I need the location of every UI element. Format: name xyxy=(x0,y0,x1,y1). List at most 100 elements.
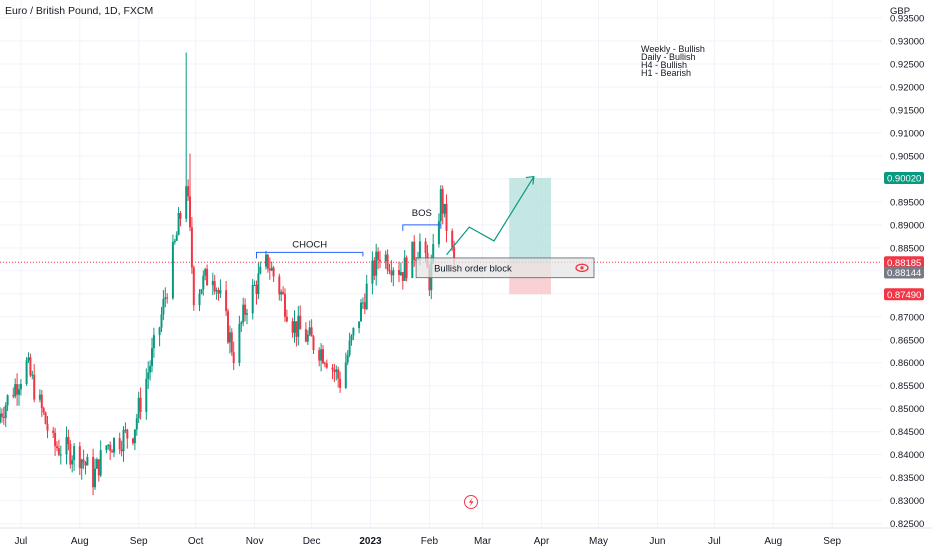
bos-label: BOS xyxy=(412,208,432,219)
x-tick-label: Feb xyxy=(421,536,439,547)
candle-body xyxy=(73,446,76,460)
y-tick-label: 0.89500 xyxy=(890,197,924,208)
candle-body xyxy=(335,369,338,372)
candle-body xyxy=(242,304,245,323)
candle-body xyxy=(40,394,43,409)
candle-body xyxy=(135,418,138,430)
candle-body xyxy=(339,378,342,388)
candle-body xyxy=(139,397,142,412)
x-tick-label: Aug xyxy=(71,536,89,547)
candle-body xyxy=(377,251,380,261)
candle-body xyxy=(325,363,328,368)
candle-body xyxy=(413,241,416,260)
candle-body xyxy=(432,244,435,262)
candle-body xyxy=(152,335,155,349)
projection-arrow xyxy=(446,176,535,256)
candle-body xyxy=(126,429,129,439)
y-tick-label: 0.83500 xyxy=(890,473,924,484)
candle-body xyxy=(189,196,191,228)
candle-body xyxy=(4,405,7,419)
candle-body xyxy=(151,348,153,367)
candle-body xyxy=(375,251,378,276)
eye-icon xyxy=(575,263,589,273)
candle-body xyxy=(282,291,285,294)
bias-note: Daily - Bullish xyxy=(641,52,696,62)
candle-body xyxy=(228,332,231,343)
candle-body xyxy=(211,281,214,286)
target-tag: 0.90020 xyxy=(887,173,921,184)
candle-body xyxy=(173,240,176,243)
candle-body xyxy=(379,260,381,262)
candle-body xyxy=(124,429,127,431)
candle-body xyxy=(29,357,32,376)
candle-body xyxy=(365,283,368,310)
candle-body xyxy=(12,395,15,397)
candle-body xyxy=(44,412,47,424)
time-axis[interactable]: Jul Aug Sep Oct Nov Dec 2023 Feb Mar Apr May Jun Jul… xyxy=(0,527,932,547)
candle-body xyxy=(206,268,209,286)
stop-tag-bg xyxy=(884,288,924,301)
candle-body xyxy=(280,291,283,295)
candle-body xyxy=(384,254,387,262)
y-tick-label: 0.84500 xyxy=(890,427,924,438)
candle-body xyxy=(0,413,3,417)
candle-body xyxy=(187,186,190,197)
x-tick-label: Jul xyxy=(708,536,721,547)
candle-body xyxy=(346,354,349,363)
candle-body xyxy=(71,459,74,465)
candle-body xyxy=(253,284,256,286)
eye-pupil xyxy=(580,266,584,270)
candle-body xyxy=(270,267,273,271)
candle-body xyxy=(92,456,95,488)
candle-body xyxy=(147,372,150,379)
candle-body xyxy=(352,328,355,336)
candle-body xyxy=(120,449,123,452)
candle-body xyxy=(240,322,243,324)
x-tick-label: 2023 xyxy=(359,536,382,547)
candle-body xyxy=(56,446,58,449)
candle-body xyxy=(299,315,302,330)
candle-body xyxy=(344,362,347,388)
x-tick-label: Nov xyxy=(246,536,264,547)
currency-label: GBP xyxy=(890,6,910,17)
candle-body xyxy=(204,268,207,276)
candle-body xyxy=(453,247,456,259)
candle-body xyxy=(109,444,112,451)
candle-body xyxy=(213,281,216,292)
candle-body xyxy=(113,438,115,453)
candle-body xyxy=(42,408,45,413)
candle-body xyxy=(177,213,180,235)
candle-body xyxy=(118,438,121,450)
candle-body xyxy=(185,186,188,219)
candle-body xyxy=(78,446,81,469)
candle-body xyxy=(386,254,389,270)
candle-body xyxy=(99,450,102,476)
candle-body xyxy=(318,350,321,361)
candle-body xyxy=(259,266,262,274)
candle-body xyxy=(179,213,182,219)
candle-body xyxy=(86,456,89,466)
candle-body xyxy=(265,254,267,267)
candle-body xyxy=(0,413,1,423)
candle-body xyxy=(246,313,248,315)
candle-body xyxy=(171,242,174,299)
entry-tag-bg xyxy=(884,266,924,279)
y-tick-label: 0.86500 xyxy=(890,335,924,346)
order-block-label: Bullish order block xyxy=(434,263,512,274)
candle-body xyxy=(392,270,395,276)
candle-body xyxy=(398,270,400,275)
candle-body xyxy=(403,257,406,281)
y-tick-label: 0.87000 xyxy=(890,312,924,323)
candle-body xyxy=(306,334,309,342)
candle-body xyxy=(348,340,351,355)
chart-title: Euro / British Pound, 1D, FXCM xyxy=(5,5,153,17)
arrow-head xyxy=(525,175,535,185)
candle-body xyxy=(297,315,300,337)
candle-body xyxy=(451,230,454,248)
candle-body xyxy=(439,189,442,222)
candle-body xyxy=(84,462,87,466)
candle-body xyxy=(320,349,323,361)
candle-body xyxy=(160,314,163,328)
candle-body xyxy=(18,389,20,395)
